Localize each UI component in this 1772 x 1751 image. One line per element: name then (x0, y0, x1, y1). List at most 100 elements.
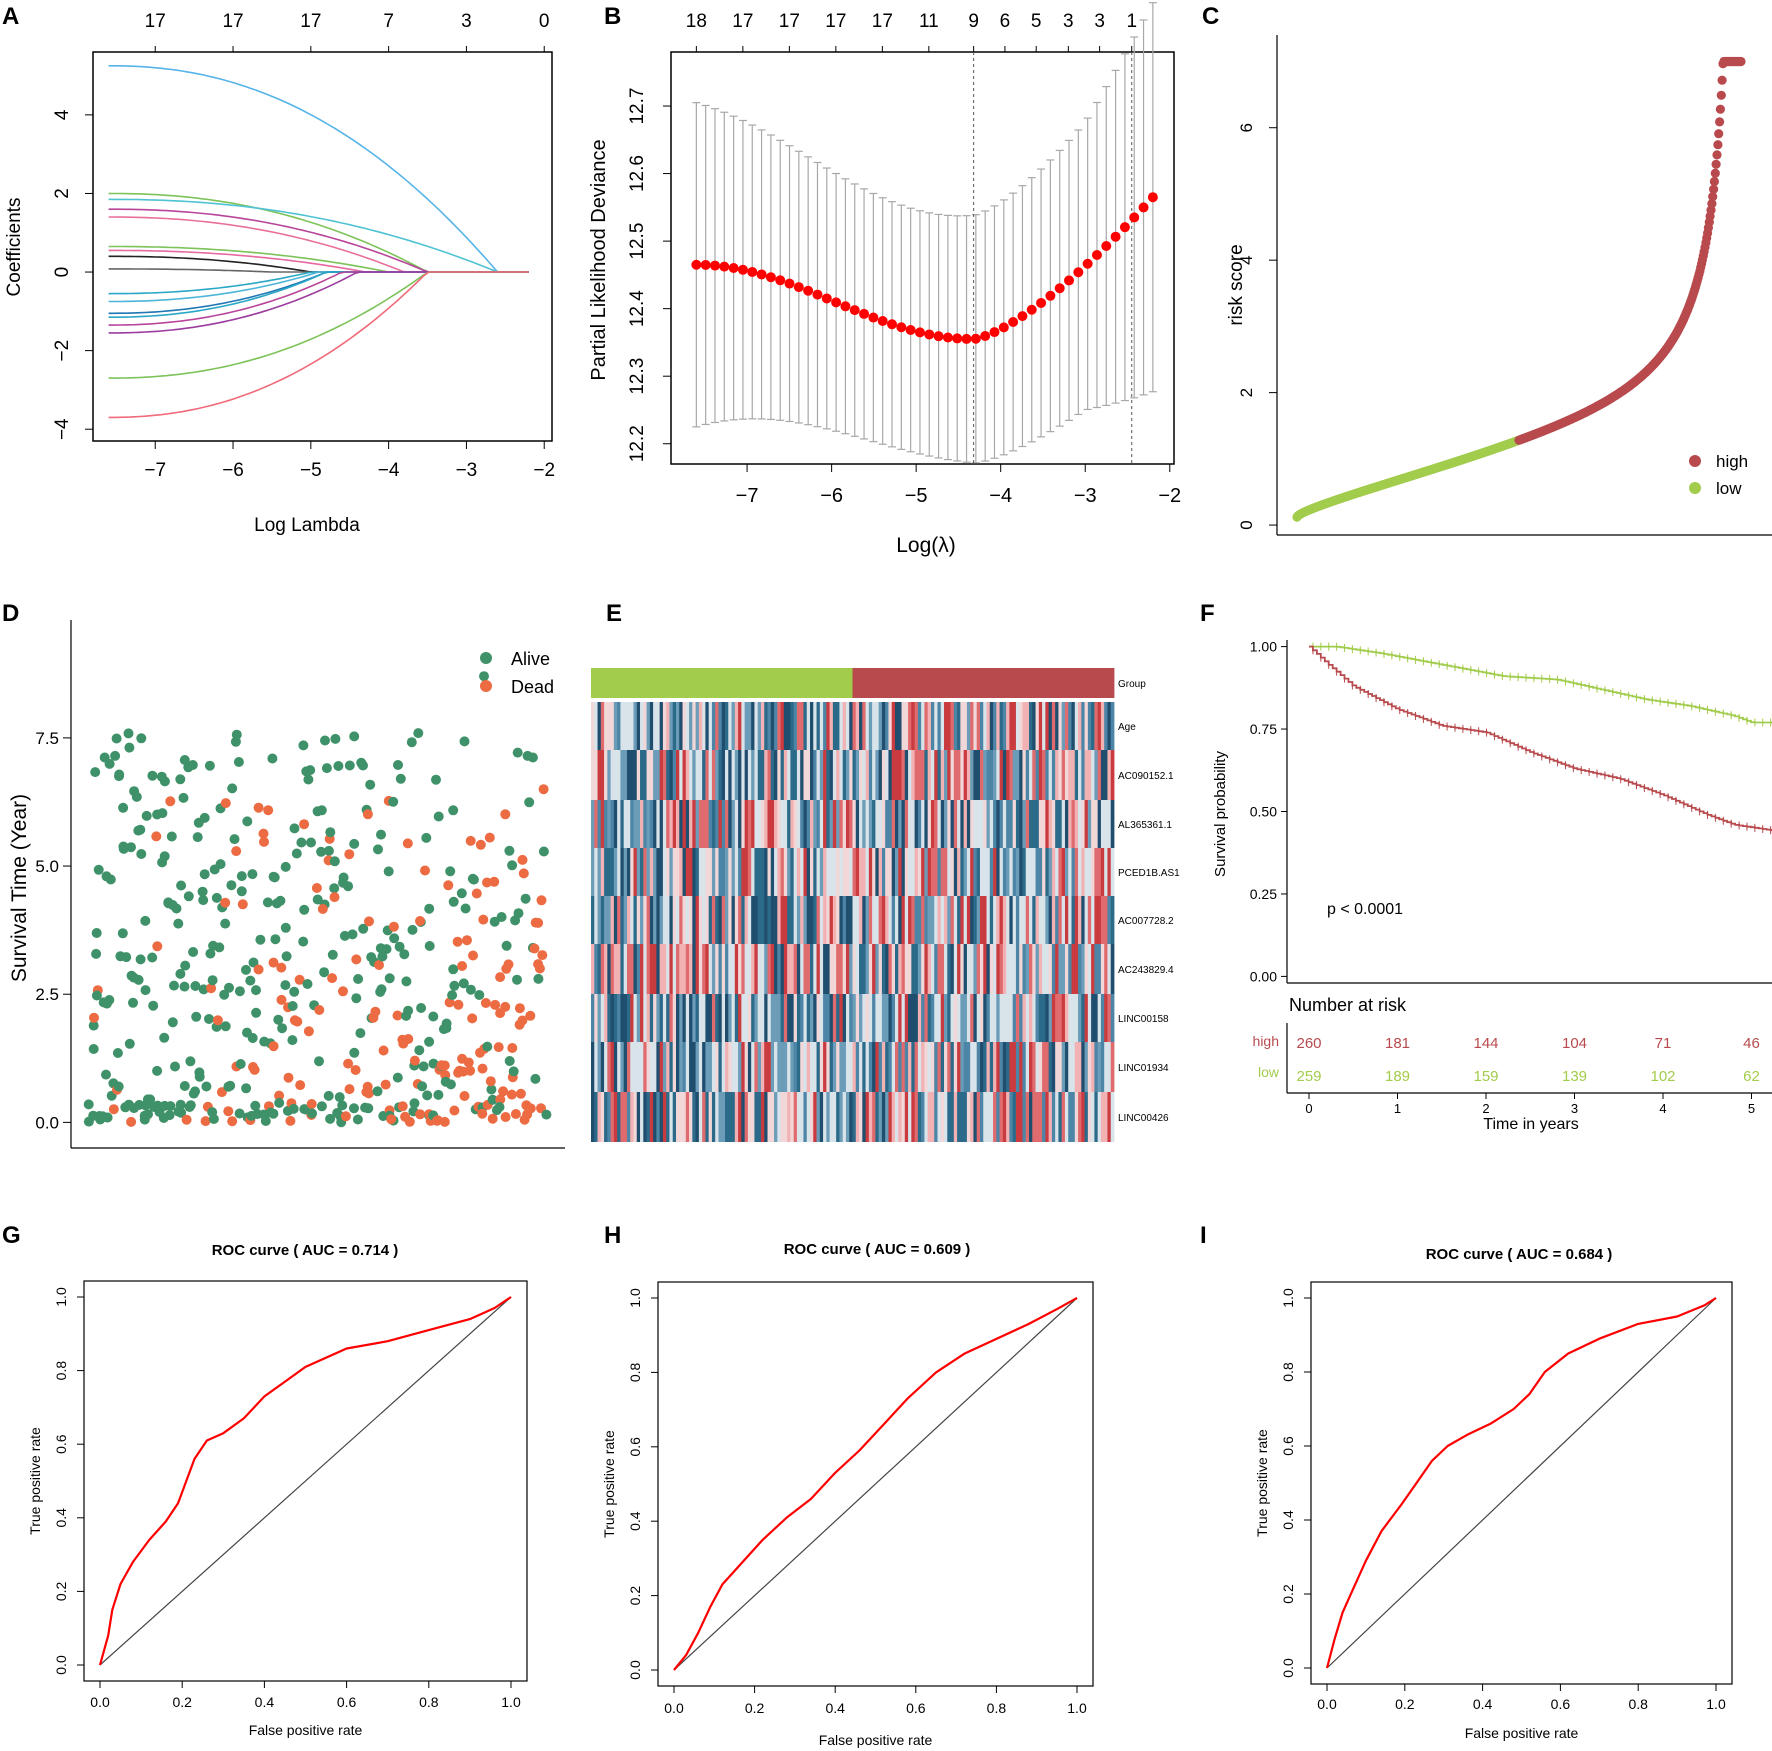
alive-point (291, 848, 302, 859)
heatmap-cell (947, 944, 951, 994)
x-tick-label: 0.2 (172, 1694, 192, 1710)
heatmap-cell (983, 750, 987, 800)
heatmap-cell (708, 848, 713, 896)
heatmap-cell (617, 800, 621, 848)
panel-b-x-ticks: −7 −6 −5 −4 −3 −2 (736, 464, 1181, 507)
heatmap-cell (630, 668, 634, 698)
heatmap-cell (1094, 668, 1099, 698)
y-tick-label: 0.8 (627, 1362, 643, 1382)
heatmap-cell (689, 800, 693, 848)
heatmap-cell (1084, 944, 1089, 994)
heatmap-cell (741, 750, 746, 800)
heatmap-cell (620, 896, 625, 944)
heatmap-cell (754, 800, 759, 848)
alive-point (401, 976, 412, 987)
heatmap-cell (640, 944, 644, 994)
heatmap-cell (607, 994, 612, 1042)
alive-point (323, 1090, 334, 1101)
x-tick-label: 0.6 (1551, 1696, 1571, 1712)
heatmap-cell (682, 750, 687, 800)
heatmap-cell (1055, 1042, 1059, 1092)
heatmap-cell (1068, 750, 1072, 800)
dead-point (364, 916, 374, 927)
heatmap-cell (973, 800, 978, 848)
heatmap-cell (881, 750, 886, 800)
heatmap-cell (597, 668, 602, 698)
heatmap-cell (1009, 848, 1014, 896)
heatmap-cell (679, 896, 683, 944)
heatmap-cell (963, 702, 968, 750)
heatmap-cell (672, 668, 677, 698)
heatmap-cell (826, 1092, 831, 1142)
heatmap-cell (787, 668, 791, 698)
alive-point (381, 944, 392, 955)
heatmap-cell (810, 994, 814, 1042)
heatmap-cell (832, 1092, 837, 1142)
alive-point (199, 869, 210, 880)
deviance-point (905, 324, 916, 335)
heatmap-cell (973, 1042, 978, 1092)
heatmap-cell (1110, 668, 1115, 698)
heatmap-cell (633, 994, 638, 1042)
heatmap-cell (731, 1042, 736, 1092)
heatmap-cell (993, 800, 997, 848)
heatmap-cell (1110, 1042, 1115, 1092)
alive-point (171, 903, 182, 914)
heatmap-cell (796, 800, 801, 848)
heatmap-cell (803, 668, 808, 698)
heatmap-cell (1058, 1092, 1063, 1142)
heatmap-cell (672, 800, 677, 848)
heatmap-cell (885, 848, 889, 896)
alive-point (316, 846, 327, 857)
heatmap-cell (630, 1092, 634, 1142)
heatmap-cell (1058, 1042, 1063, 1092)
heatmap-cell (708, 1092, 713, 1142)
heatmap-cell (604, 848, 608, 896)
heatmap-cell (813, 1042, 817, 1092)
heatmap-cell (953, 1042, 958, 1092)
alive-point (353, 974, 364, 984)
alive-point (236, 871, 247, 882)
heatmap-cell (679, 848, 683, 896)
heatmap-cell (953, 994, 958, 1042)
heatmap-cell (960, 994, 965, 1042)
dead-point (317, 904, 328, 914)
heatmap-cell (819, 668, 824, 698)
heatmap-cell (937, 896, 942, 944)
heatmap-cell (1087, 800, 1092, 848)
alive-point (413, 728, 424, 739)
heatmap-cell (1064, 1042, 1069, 1092)
heatmap-cell (731, 896, 736, 944)
heatmap-cell (783, 896, 788, 944)
heatmap-cell (927, 994, 932, 1042)
heatmap-cell (898, 848, 902, 896)
alive-point (93, 864, 104, 875)
heatmap-cell (898, 944, 902, 994)
heatmap-cell (600, 1042, 605, 1092)
heatmap-cell (1064, 896, 1069, 944)
heatmap-cell (718, 1092, 723, 1142)
dead-point (482, 877, 492, 888)
panel-d-y-ticks: 0.02.55.07.5 (35, 729, 71, 1132)
heatmap-cell (947, 994, 951, 1042)
heatmap-cell (973, 668, 978, 698)
heatmap-cell (646, 896, 651, 944)
heatmap-cell (653, 944, 657, 994)
alive-point (392, 1072, 403, 1083)
heatmap-cell (1009, 1042, 1014, 1092)
dead-point (311, 883, 322, 893)
heatmap-cell (859, 994, 863, 1042)
heatmap-cell (976, 848, 981, 896)
heatmap-cell (630, 944, 634, 994)
heatmap-cell (1097, 1092, 1102, 1142)
heatmap-cell (1068, 1042, 1072, 1092)
heatmap-cell (845, 750, 850, 800)
heatmap-cell (979, 994, 984, 1042)
heatmap-cell (839, 1042, 844, 1092)
heatmap-cell (1091, 1092, 1095, 1142)
heatmap-cell (767, 1042, 772, 1092)
heatmap-cell (770, 944, 775, 994)
heatmap-cell (1012, 994, 1017, 1042)
heatmap-cell (1006, 668, 1010, 698)
y-tick-label: 0.4 (1280, 1510, 1296, 1530)
